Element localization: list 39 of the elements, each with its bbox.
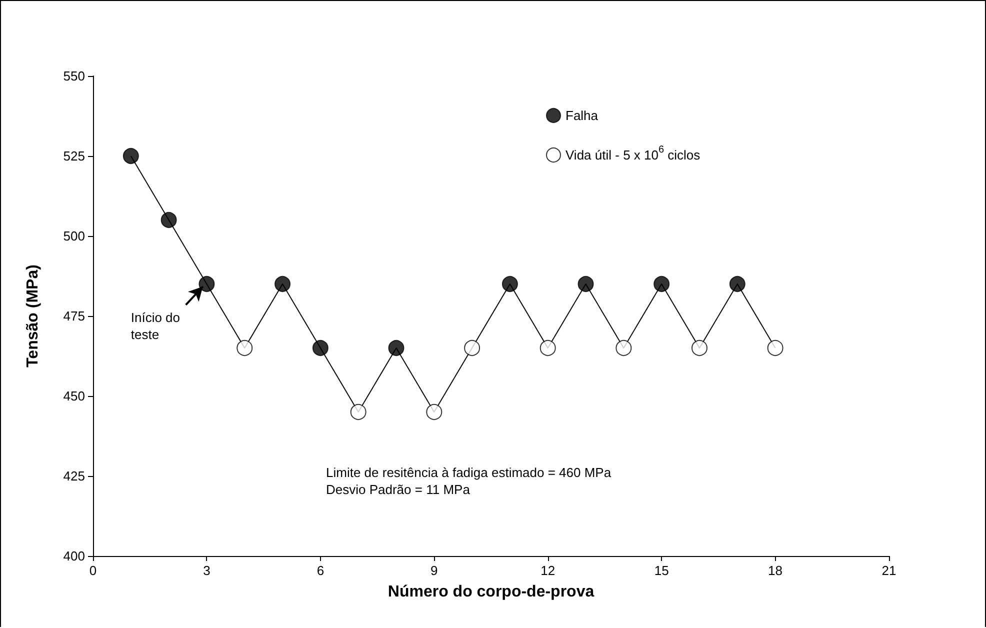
point <box>388 340 404 356</box>
y-tick-label: 450 <box>63 388 85 404</box>
point <box>654 276 670 292</box>
point <box>160 212 177 228</box>
point <box>312 340 328 356</box>
annotation: Início do teste <box>130 310 180 342</box>
point <box>274 276 291 292</box>
point <box>767 340 784 356</box>
point <box>198 276 215 292</box>
point <box>502 276 518 292</box>
y-tick-label: 550 <box>63 68 85 84</box>
y-tick-label: 400 <box>63 548 85 564</box>
y-tick-label: 425 <box>63 468 85 484</box>
x-tick-label: 18 <box>768 563 783 578</box>
y-axis-title: Tensão (MPa) <box>24 264 42 368</box>
point <box>350 404 366 420</box>
x-tick-label: 3 <box>203 563 210 578</box>
point <box>691 340 708 356</box>
x-axis-title: Número do corpo-de-prova <box>388 584 594 600</box>
x-tick-label: 15 <box>654 563 669 578</box>
legend-label: Falha <box>566 108 599 123</box>
point <box>464 340 480 356</box>
point <box>616 340 632 356</box>
x-tick-label: 6 <box>316 563 324 578</box>
point <box>578 276 594 292</box>
point <box>729 276 746 292</box>
point <box>540 340 556 356</box>
point <box>236 340 253 356</box>
x-tick-label: 9 <box>430 563 438 578</box>
y-tick-label: 475 <box>63 308 85 324</box>
y-tick-label: 525 <box>63 148 85 164</box>
point <box>122 148 139 164</box>
x-tick-label: 0 <box>89 563 97 578</box>
point <box>426 404 442 420</box>
annotation: Desvio Padrão = 11 MPa <box>326 482 471 497</box>
x-tick-label: 21 <box>882 563 896 578</box>
x-tick-label: 12 <box>540 563 556 578</box>
y-tick-label: 500 <box>63 228 85 244</box>
annotation: Limite de resitência à fadiga estimado = 460 MPa <box>326 465 612 480</box>
